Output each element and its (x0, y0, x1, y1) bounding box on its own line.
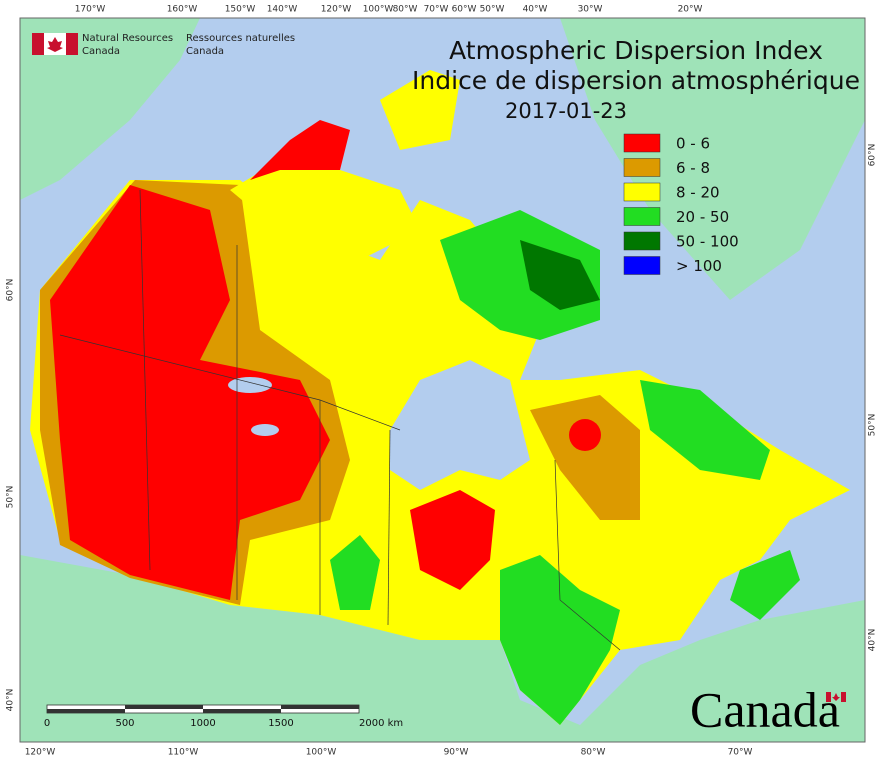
scale-segment (125, 705, 203, 709)
maple-leaf (47, 37, 63, 52)
longitude-label: 120°W (25, 748, 56, 758)
legend-label: 0 - 6 (676, 135, 710, 153)
scale-label: 0 (44, 718, 50, 729)
scale-label: 1500 (268, 718, 293, 729)
scale-segment (203, 709, 281, 713)
latitude-label: 50°N (868, 414, 878, 437)
title-fr: Indice de dispersion atmosphérique (412, 66, 860, 95)
united-states (20, 555, 865, 742)
nrcan-signature: Natural Resources Canada Ressources natu… (32, 33, 295, 57)
region-green-ontario (500, 555, 620, 725)
longitude-label: 110°W (168, 748, 199, 758)
longitude-label: 70°W (728, 748, 753, 758)
legend-swatch (623, 231, 661, 251)
province-border (139, 189, 151, 571)
region-darkgreen-baffin (520, 240, 600, 310)
legend: 0 - 6 6 - 8 8 - 20 20 - 50 50 - 100 > 100 (623, 133, 739, 275)
longitude-label: 80°W (393, 5, 418, 15)
longitude-label: 140°W (267, 5, 298, 15)
region-red-ontario (410, 490, 495, 590)
agency-fr: Ressources naturelles (186, 33, 295, 44)
legend-swatch (623, 256, 661, 275)
lake-athabasca (251, 424, 279, 436)
scale-segment (47, 709, 125, 713)
longitude-label: 70°W (424, 5, 449, 15)
date: 2017-01-23 (505, 99, 627, 123)
scale-label: 500 (115, 718, 134, 729)
legend-label: 8 - 20 (676, 184, 720, 202)
graticule-labels: 170°W 160°W 150°W 140°W 120°W 100°W 80°W 70°W 60… (6, 5, 878, 758)
latitude-label: 60°N (868, 144, 878, 167)
region-red-arctic (250, 120, 350, 180)
latitude-label: 40°N (868, 629, 878, 652)
canada-wordmark: Canada (690, 681, 846, 737)
latitude-label: 60°N (6, 279, 16, 302)
scale-bar: 0 500 1000 1500 2000 km (44, 704, 403, 729)
region-yellow-arctic (230, 160, 420, 260)
longitude-label: 90°W (444, 748, 469, 758)
legend-swatch (623, 158, 661, 177)
longitude-label: 60°W (452, 5, 477, 15)
scale-label: 1000 (190, 718, 215, 729)
legend-swatch (623, 182, 661, 202)
greenland (560, 18, 865, 300)
map-frame (19, 17, 866, 743)
longitude-label: 80°W (581, 748, 606, 758)
agency-en: Canada (82, 46, 120, 57)
flag-bar (66, 33, 78, 55)
region-green-manitoba (330, 535, 380, 610)
great-slave-lake (228, 377, 272, 393)
region-green-maritimes (730, 550, 800, 620)
longitude-label: 170°W (75, 5, 106, 15)
scale-label: 2000 km (359, 718, 403, 729)
title-en: Atmospheric Dispersion Index (449, 36, 823, 65)
legend-swatch (623, 133, 661, 153)
longitude-label: 150°W (225, 5, 256, 15)
legend-label: 50 - 100 (676, 233, 739, 251)
region-red-quebec (569, 419, 601, 451)
legend-label: 6 - 8 (676, 159, 710, 177)
latitude-label: 40°N (6, 689, 16, 712)
region-orange-quebec (530, 395, 640, 520)
legend-label: 20 - 50 (676, 208, 729, 226)
region-yellow-ellesmere (380, 70, 460, 150)
longitude-label: 120°W (321, 5, 352, 15)
latitude-label: 50°N (6, 486, 16, 509)
longitude-label: 20°W (678, 5, 703, 15)
wordmark-flag-bar (826, 692, 831, 702)
region-green-labrador (640, 380, 770, 480)
region-red-west (50, 185, 330, 600)
hudson-bay (390, 360, 530, 490)
wordmark: Canada (690, 681, 840, 737)
province-border (554, 459, 621, 651)
agency-fr: Canada (186, 46, 224, 57)
longitude-label: 50°W (480, 5, 505, 15)
map-body (20, 18, 865, 742)
longitude-label: 30°W (578, 5, 603, 15)
province-border (59, 334, 401, 431)
scale-segment (281, 705, 359, 709)
province-border (387, 429, 391, 626)
legend-label: > 100 (676, 257, 722, 275)
wordmark-flag-bar (841, 692, 846, 702)
longitude-label: 40°W (523, 5, 548, 15)
longitude-label: 160°W (167, 5, 198, 15)
longitude-label: 100°W (306, 748, 337, 758)
longitude-label: 100°W (363, 5, 394, 15)
wordmark-leaf (832, 693, 840, 701)
legend-swatch (623, 207, 661, 226)
flag-bar (32, 33, 44, 55)
agency-en: Natural Resources (82, 33, 173, 44)
alaska (20, 18, 200, 200)
